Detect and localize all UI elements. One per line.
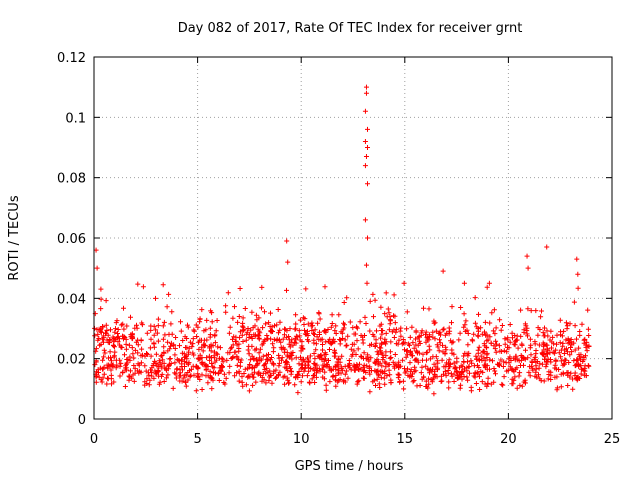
chart-title: Day 082 of 2017, Rate Of TEC Index for r… [178,21,523,36]
x-axis-label: GPS time / hours [295,459,404,474]
y-tick-label: 0.1 [65,111,86,126]
y-axis-ticks: 0 0.02 0.04 0.06 0.08 0.1 0.12 [57,51,612,428]
roti-point [363,154,369,160]
roti-point [362,138,368,144]
y-axis-label: ROTI / TECUs [7,195,22,280]
roti-point [94,265,100,271]
data-points [92,84,592,397]
roti-point [525,265,531,271]
roti-point [284,238,290,244]
roti-point [365,145,371,150]
x-tick-label: 0 [90,432,98,447]
roti-point [363,90,369,96]
roti-point [362,108,368,114]
roti-point [365,181,371,187]
roti-point [575,271,581,277]
roti-point [363,262,369,268]
y-tick-label: 0.02 [57,353,86,368]
y-tick-label: 0.04 [57,292,86,307]
grid-lines [94,57,612,419]
y-tick-label: 0 [78,413,86,428]
x-tick-label: 15 [397,432,414,447]
x-axis-ticks: 0 5 10 15 20 25 [90,57,620,447]
y-tick-label: 0.08 [57,172,86,187]
roti-point [544,244,550,250]
roti-point [362,217,368,223]
roti-point [524,253,530,259]
roti-point [362,163,368,169]
roti-point-cloud [92,280,592,397]
y-tick-label: 0.12 [57,51,86,66]
roti-point [365,235,371,241]
roti-point [440,268,446,274]
x-tick-label: 5 [193,432,201,447]
roti-point [285,259,291,265]
x-tick-label: 20 [500,432,517,447]
x-tick-label: 10 [293,432,310,447]
roti-point [574,256,580,262]
roti-point [363,84,369,90]
roti-point [365,126,371,132]
x-tick-label: 25 [604,432,621,447]
y-tick-label: 0.06 [57,232,86,247]
